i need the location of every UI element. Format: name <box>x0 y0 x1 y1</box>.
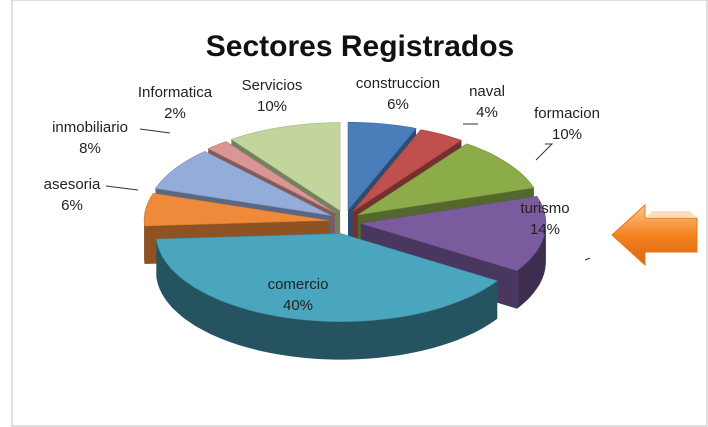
slice-label: asesoria <box>44 176 101 193</box>
slice-value-label: 10% <box>552 126 582 143</box>
leader-line <box>105 185 139 191</box>
slice-label: comercio <box>268 276 329 293</box>
slice-value-label: 2% <box>164 105 186 122</box>
slice-value-label: 14% <box>530 221 560 238</box>
slice-label: construccion <box>356 75 440 92</box>
slice-outer-wall <box>156 239 498 360</box>
slice-value-label: 8% <box>79 140 101 157</box>
pie-slice <box>156 233 498 360</box>
leader-line <box>139 128 171 134</box>
slice-top <box>143 192 330 227</box>
slice-top <box>347 121 417 212</box>
slice-label: Informatica <box>138 84 213 101</box>
slice-value-label: 6% <box>387 96 409 113</box>
slice-value-label: 40% <box>283 297 313 314</box>
slice-top <box>156 233 498 322</box>
slice-top <box>230 122 341 212</box>
leader-line <box>535 143 554 161</box>
leader-line <box>584 257 591 261</box>
slice-label: turismo <box>520 200 569 217</box>
slice-label: formacion <box>534 105 600 122</box>
slice-top <box>360 195 547 272</box>
slice-value-label: 4% <box>476 104 498 121</box>
labels: construccion 6% naval 4% formacion 10% turismo… <box>44 75 600 314</box>
slice-value-label: 10% <box>257 98 287 115</box>
slice-label: naval <box>469 83 505 100</box>
pie <box>143 121 547 360</box>
arrow-bevel <box>645 211 697 218</box>
slice-top <box>352 129 463 212</box>
slice-label: Servicios <box>242 77 303 94</box>
slice-value-label: 6% <box>61 197 83 214</box>
slice-top <box>154 151 332 216</box>
slice-outer-wall <box>517 223 546 309</box>
slice-label: inmobiliario <box>52 119 128 136</box>
chart-title: Sectores Registrados <box>206 30 514 63</box>
slice-top <box>207 141 335 214</box>
highlight-arrow <box>611 203 698 267</box>
slice-top <box>357 143 535 216</box>
